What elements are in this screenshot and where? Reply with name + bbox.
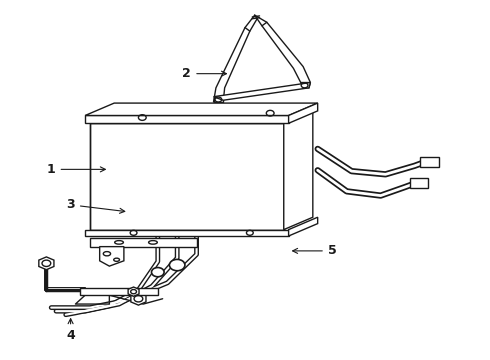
- Text: 4: 4: [66, 319, 75, 342]
- Polygon shape: [85, 230, 289, 236]
- Polygon shape: [85, 116, 289, 123]
- Ellipse shape: [148, 240, 157, 244]
- Ellipse shape: [115, 240, 123, 244]
- Polygon shape: [410, 178, 428, 188]
- Ellipse shape: [114, 258, 120, 261]
- Text: 3: 3: [66, 198, 125, 213]
- Polygon shape: [284, 111, 313, 230]
- Polygon shape: [420, 157, 439, 167]
- Polygon shape: [39, 257, 54, 270]
- Polygon shape: [99, 247, 124, 266]
- Polygon shape: [85, 103, 318, 116]
- Polygon shape: [90, 238, 196, 247]
- Polygon shape: [214, 97, 223, 102]
- Polygon shape: [214, 82, 310, 100]
- Text: 1: 1: [47, 163, 105, 176]
- Text: 5: 5: [293, 244, 337, 257]
- Polygon shape: [301, 82, 310, 88]
- Polygon shape: [289, 103, 318, 123]
- Circle shape: [170, 260, 185, 271]
- Polygon shape: [289, 217, 318, 236]
- Polygon shape: [128, 287, 139, 296]
- Text: 2: 2: [182, 67, 226, 80]
- Polygon shape: [90, 123, 284, 230]
- Polygon shape: [131, 292, 146, 305]
- Polygon shape: [90, 111, 313, 123]
- Polygon shape: [80, 288, 158, 295]
- Circle shape: [151, 267, 164, 277]
- Ellipse shape: [103, 252, 111, 256]
